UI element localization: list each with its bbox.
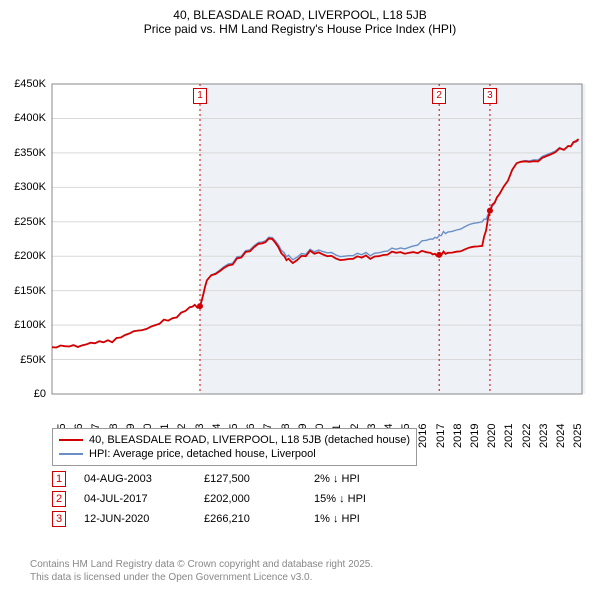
sale-dot [487, 208, 493, 214]
chart-area: £0 £50K £100K £150K £200K £250K £300K £350K £400… [0, 42, 600, 422]
legend-label: HPI: Average price, detached house, Live… [89, 448, 316, 460]
y-axis-label: £0 [0, 388, 46, 400]
x-axis-label: 2020 [486, 398, 498, 448]
sales-delta: 2% ↓ HPI [314, 473, 424, 485]
chart-title-line2: Price paid vs. HM Land Registry's House … [0, 22, 600, 42]
legend: 40, BLEASDALE ROAD, LIVERPOOL, L18 5JB (… [52, 428, 417, 466]
sales-date: 04-JUL-2017 [84, 493, 204, 505]
y-axis-label: £100K [0, 319, 46, 331]
sales-date: 04-AUG-2003 [84, 473, 204, 485]
sales-row: 2 04-JUL-2017£202,00015% ↓ HPI [52, 490, 424, 508]
sales-table: 1 04-AUG-2003£127,5002% ↓ HPI 2 04-JUL-2017… [52, 470, 424, 530]
sale-marker-box: 2 [432, 88, 446, 104]
x-axis-label: 2025 [572, 398, 584, 448]
y-axis-label: £200K [0, 250, 46, 262]
x-axis-label: 2017 [435, 398, 447, 448]
sales-delta: 1% ↓ HPI [314, 513, 424, 525]
chart-title-line1: 40, BLEASDALE ROAD, LIVERPOOL, L18 5JB [0, 0, 600, 22]
x-axis-label: 2016 [417, 398, 429, 448]
chart-svg [0, 42, 600, 442]
sales-date: 12-JUN-2020 [84, 513, 204, 525]
y-axis-label: £250K [0, 216, 46, 228]
sales-delta: 15% ↓ HPI [314, 493, 424, 505]
y-axis-label: £400K [0, 112, 46, 124]
sales-marker: 1 [52, 471, 66, 487]
x-axis-label: 2018 [452, 398, 464, 448]
legend-swatch [59, 439, 83, 441]
chart-container: 40, BLEASDALE ROAD, LIVERPOOL, L18 5JB P… [0, 0, 600, 590]
sale-marker-box: 1 [193, 88, 207, 104]
sales-row: 3 12-JUN-2020£266,2101% ↓ HPI [52, 510, 424, 528]
shade-band [200, 84, 585, 394]
y-axis-label: £300K [0, 181, 46, 193]
legend-swatch [59, 453, 83, 455]
x-axis-label: 2024 [555, 398, 567, 448]
y-axis-label: £350K [0, 147, 46, 159]
sales-marker: 2 [52, 491, 66, 507]
sales-price: £202,000 [204, 493, 314, 505]
credits-line1: Contains HM Land Registry data © Crown c… [30, 558, 373, 571]
sales-marker: 3 [52, 511, 66, 527]
sale-dot [436, 252, 442, 258]
x-axis-label: 2021 [503, 398, 515, 448]
x-axis-label: 2022 [521, 398, 533, 448]
sale-marker-box: 3 [483, 88, 497, 104]
sales-row: 1 04-AUG-2003£127,5002% ↓ HPI [52, 470, 424, 488]
legend-row: HPI: Average price, detached house, Live… [59, 447, 410, 461]
credits-line2: This data is licensed under the Open Gov… [30, 571, 373, 584]
y-axis-label: £450K [0, 78, 46, 90]
x-axis-label: 2023 [538, 398, 550, 448]
legend-label: 40, BLEASDALE ROAD, LIVERPOOL, L18 5JB (… [89, 434, 410, 446]
y-axis-label: £50K [0, 354, 46, 366]
sale-dot [197, 303, 203, 309]
sales-price: £127,500 [204, 473, 314, 485]
sales-price: £266,210 [204, 513, 314, 525]
y-axis-label: £150K [0, 285, 46, 297]
legend-row: 40, BLEASDALE ROAD, LIVERPOOL, L18 5JB (… [59, 433, 410, 447]
credits: Contains HM Land Registry data © Crown c… [30, 558, 373, 584]
x-axis-label: 2019 [469, 398, 481, 448]
